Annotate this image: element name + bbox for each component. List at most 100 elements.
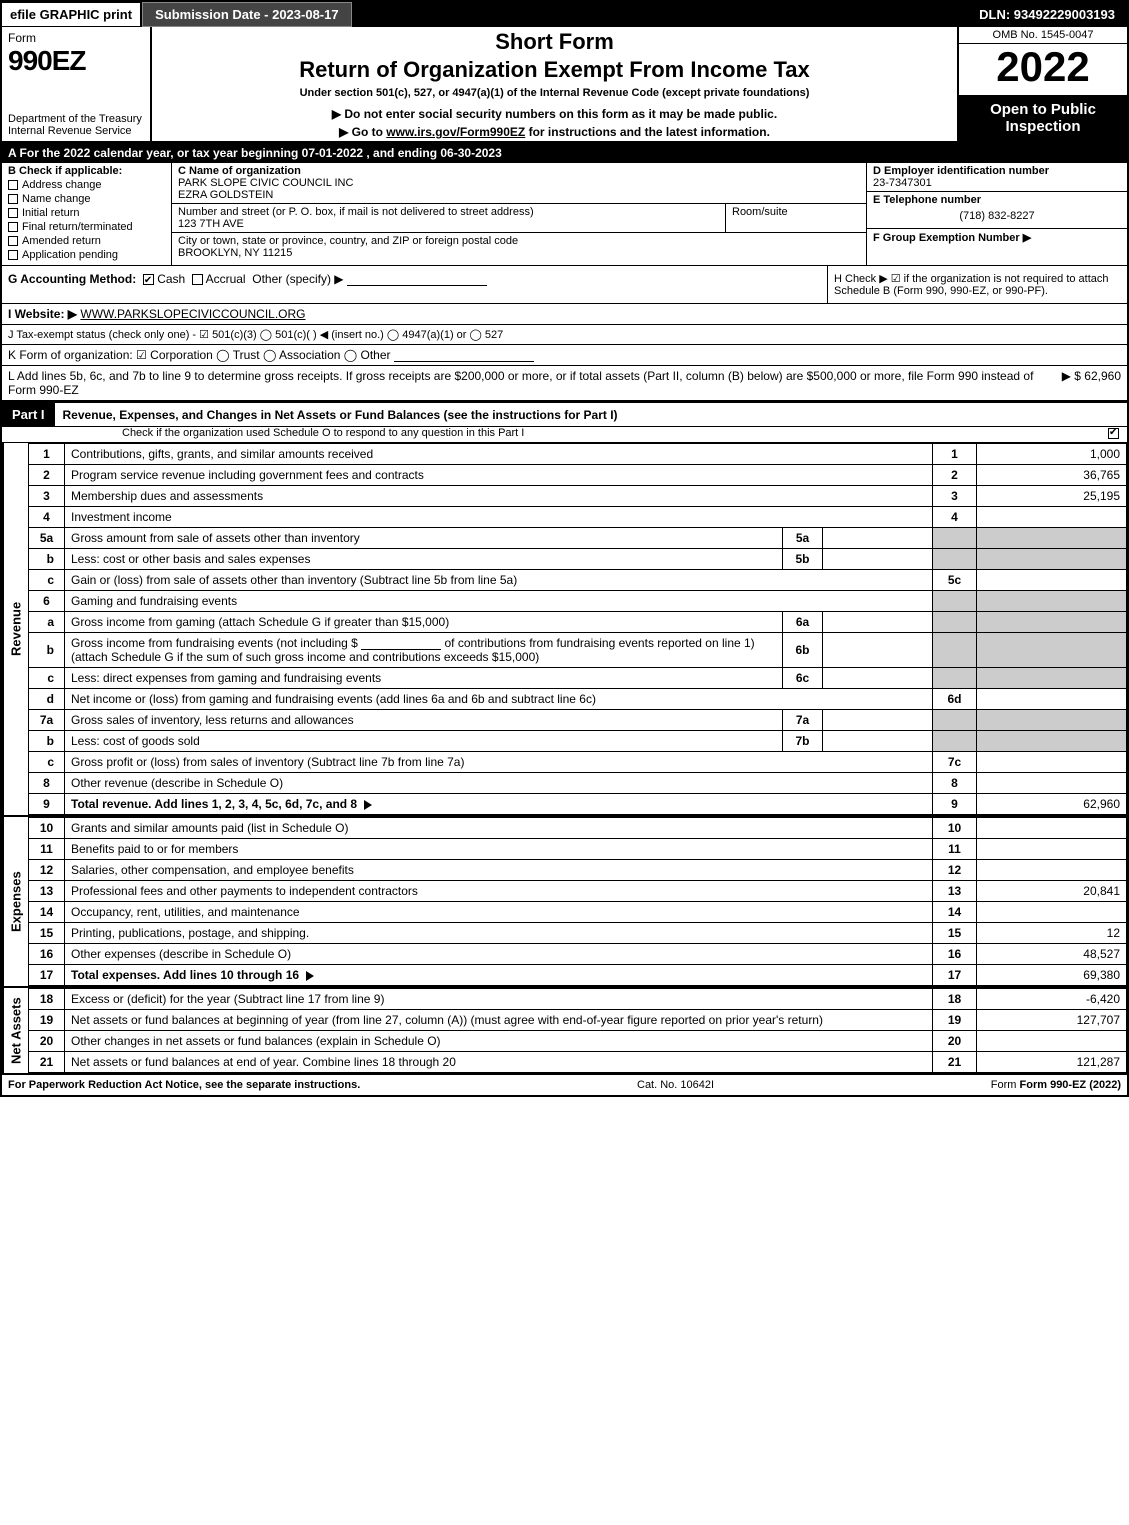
checkbox-icon[interactable] (8, 194, 18, 204)
line-num: 21 (29, 1052, 65, 1073)
line-num: a (29, 612, 65, 633)
line-19: 19Net assets or fund balances at beginni… (29, 1010, 1127, 1031)
line-6a: a Gross income from gaming (attach Schedu… (29, 612, 1127, 633)
i-website-line: I Website: ▶ WWW.PARKSLOPECIVICCOUNCIL.O… (2, 304, 1127, 325)
ein-cell: D Employer identification number 23-7347… (867, 163, 1127, 192)
chk-address-change[interactable]: Address change (8, 179, 165, 191)
col-b-header: B Check if applicable: (8, 165, 165, 177)
checkbox-icon[interactable] (8, 180, 18, 190)
line-num: 8 (29, 773, 65, 794)
line-desc: Gross income from fundraising events (no… (71, 636, 358, 650)
grey-cell (933, 549, 977, 570)
line-code: 10 (933, 818, 977, 839)
other-specify-field[interactable] (347, 272, 487, 286)
line-num: 1 (29, 444, 65, 465)
street-label: Number and street (or P. O. box, if mail… (178, 206, 534, 218)
checkbox-cash-icon[interactable] (143, 274, 154, 285)
tel-cell: E Telephone number (718) 832-8227 (867, 192, 1127, 228)
line-16: 16Other expenses (describe in Schedule O… (29, 944, 1127, 965)
chk-name-change[interactable]: Name change (8, 193, 165, 205)
line-desc: Printing, publications, postage, and shi… (71, 926, 309, 940)
ein-label: D Employer identification number (873, 165, 1049, 177)
netassets-section: Net Assets 18Excess or (deficit) for the… (2, 988, 1127, 1075)
irs-link[interactable]: www.irs.gov/Form990EZ (386, 125, 525, 139)
grey-cell (977, 612, 1127, 633)
revenue-vlabel: Revenue (2, 443, 28, 815)
line-num: 12 (29, 860, 65, 881)
line-val: 121,287 (977, 1052, 1127, 1073)
line-num: 17 (29, 965, 65, 986)
line-num: 3 (29, 486, 65, 507)
omb-number: OMB No. 1545-0047 (959, 27, 1127, 44)
city-cell: City or town, state or province, country… (172, 233, 866, 261)
checkbox-icon[interactable] (8, 250, 18, 260)
tel-label: E Telephone number (873, 194, 981, 206)
k-text: K Form of organization: ☑ Corporation ◯ … (8, 348, 391, 362)
line-num: d (29, 689, 65, 710)
line-num: 10 (29, 818, 65, 839)
line-code: 21 (933, 1052, 977, 1073)
checkbox-accrual-icon[interactable] (192, 274, 203, 285)
inline-code: 6c (783, 668, 823, 689)
line-val (977, 1031, 1127, 1052)
chk-initial-return[interactable]: Initial return (8, 207, 165, 219)
line-desc: Gaming and fundraising events (71, 594, 237, 608)
netassets-table: 18Excess or (deficit) for the year (Subt… (28, 988, 1127, 1073)
line-num: 5a (29, 528, 65, 549)
efile-print-label[interactable]: efile GRAPHIC print (2, 3, 142, 26)
line-val (977, 902, 1127, 923)
line-14: 14Occupancy, rent, utilities, and mainte… (29, 902, 1127, 923)
line-15: 15Printing, publications, postage, and s… (29, 923, 1127, 944)
k-other-field[interactable] (394, 348, 534, 362)
line-num: 19 (29, 1010, 65, 1031)
h-check: H Check ▶ ☑ if the organization is not r… (827, 266, 1127, 303)
line-desc: Gross income from gaming (attach Schedul… (71, 615, 449, 629)
line-desc: Excess or (deficit) for the year (Subtra… (71, 992, 384, 1006)
inline-code: 5b (783, 549, 823, 570)
grey-cell (933, 731, 977, 752)
under-section: Under section 501(c), 527, or 4947(a)(1)… (300, 87, 810, 99)
checkbox-icon[interactable] (8, 222, 18, 232)
checkbox-icon[interactable] (8, 208, 18, 218)
chk-amended[interactable]: Amended return (8, 235, 165, 247)
contrib-field[interactable] (361, 636, 441, 650)
schedule-o-checkbox-icon[interactable] (1108, 428, 1119, 439)
chk-label: Initial return (22, 207, 79, 219)
line-13: 13Professional fees and other payments t… (29, 881, 1127, 902)
goto-post: for instructions and the latest informat… (525, 125, 770, 139)
line-desc: Occupancy, rent, utilities, and maintena… (71, 905, 300, 919)
inline-code: 6a (783, 612, 823, 633)
checkbox-icon[interactable] (8, 236, 18, 246)
line-code: 3 (933, 486, 977, 507)
line-1: 1Contributions, gifts, grants, and simil… (29, 444, 1127, 465)
open-to-public: Open to Public Inspection (959, 95, 1127, 141)
grey-cell (977, 591, 1127, 612)
line-code: 4 (933, 507, 977, 528)
line-7c: cGross profit or (loss) from sales of in… (29, 752, 1127, 773)
j-tax-exempt-line: J Tax-exempt status (check only one) - ☑… (2, 325, 1127, 345)
cash-label: Cash (157, 272, 185, 286)
line-num: 9 (29, 794, 65, 815)
line-desc: Salaries, other compensation, and employ… (71, 863, 354, 877)
line-val: -6,420 (977, 989, 1127, 1010)
chk-final-return[interactable]: Final return/terminated (8, 221, 165, 233)
form-ref: Form Form 990-EZ (2022) (991, 1079, 1121, 1091)
line-6d: dNet income or (loss) from gaming and fu… (29, 689, 1127, 710)
grey-cell (977, 668, 1127, 689)
line-num: c (29, 668, 65, 689)
chk-label: Name change (22, 193, 91, 205)
line-code: 16 (933, 944, 977, 965)
line-desc: Gross sales of inventory, less returns a… (71, 713, 354, 727)
form-container: efile GRAPHIC print Submission Date - 20… (0, 0, 1129, 1097)
org-name: PARK SLOPE CIVIC COUNCIL INC (178, 177, 353, 189)
line-num: b (29, 633, 65, 668)
line-code: 2 (933, 465, 977, 486)
g-accounting: G Accounting Method: Cash Accrual Other … (2, 266, 827, 303)
inline-code: 7a (783, 710, 823, 731)
expenses-section: Expenses 10Grants and similar amounts pa… (2, 817, 1127, 988)
line-desc: Other changes in net assets or fund bala… (71, 1034, 441, 1048)
line-val (977, 860, 1127, 881)
website-value[interactable]: WWW.PARKSLOPECIVICCOUNCIL.ORG (80, 307, 305, 321)
chk-application-pending[interactable]: Application pending (8, 249, 165, 261)
header: Form 990EZ Department of the Treasury In… (2, 27, 1127, 143)
